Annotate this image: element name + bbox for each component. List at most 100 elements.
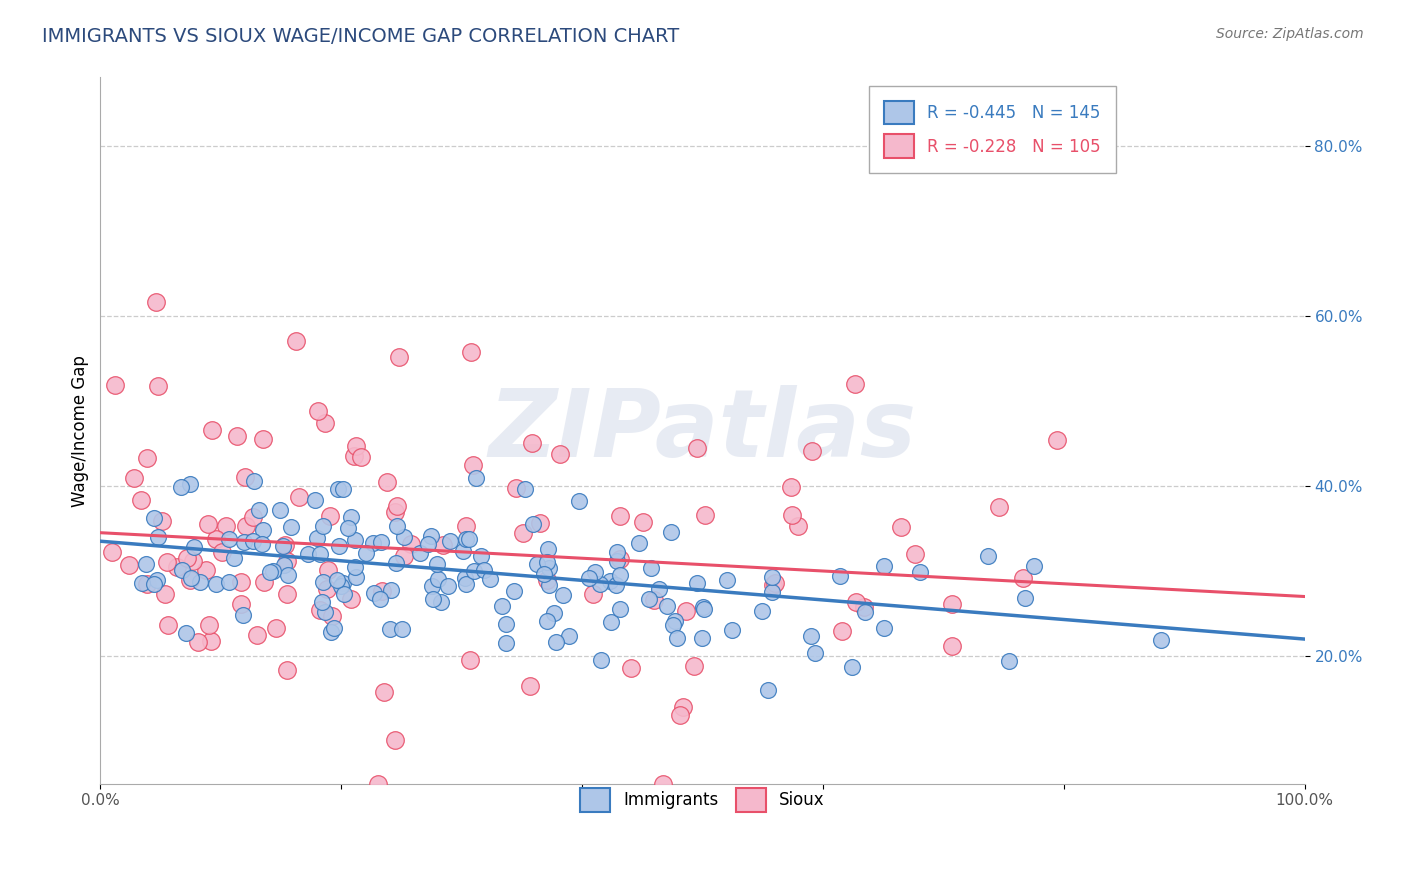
Point [495,636,517,650]
Point [280,520,302,534]
Point [578,571,600,585]
Point [276,554,298,568]
Point [420,579,443,593]
Point [998,655,1021,669]
Point [685,575,707,590]
Point [233,470,256,484]
Point [252,523,274,537]
Point [118,558,141,572]
Point [631,515,654,529]
Point [218,532,240,546]
Point [941,640,963,654]
Point [695,508,717,522]
Point [262,564,284,578]
Point [599,574,621,588]
Point [311,595,333,609]
Point [176,551,198,566]
Point [384,557,406,571]
Point [333,586,356,600]
Point [246,628,269,642]
Point [1022,558,1045,573]
Point [309,547,332,561]
Point [344,439,367,453]
Point [308,603,330,617]
Point [337,521,360,535]
Point [533,567,555,582]
Point [682,659,704,673]
Point [536,556,558,570]
Point [451,544,474,558]
Point [751,604,773,618]
Point [361,535,384,549]
Point [384,733,406,747]
Point [231,597,253,611]
Point [977,549,1000,563]
Point [391,623,413,637]
Point [716,573,738,587]
Point [609,567,631,582]
Point [304,493,326,508]
Text: IMMIGRANTS VS SIOUX WAGE/INCOME GAP CORRELATION CHART: IMMIGRANTS VS SIOUX WAGE/INCOME GAP CORR… [42,27,679,45]
Point [648,582,671,596]
Point [399,537,422,551]
Point [470,549,492,564]
Point [460,345,482,359]
Point [666,631,689,645]
Point [662,618,685,632]
Point [640,560,662,574]
Point [156,617,179,632]
Point [1012,571,1035,585]
Point [264,621,287,635]
Point [605,578,627,592]
Point [454,577,477,591]
Point [328,539,350,553]
Point [537,541,560,556]
Point [432,538,454,552]
Point [941,597,963,611]
Point [101,544,124,558]
Point [316,563,339,577]
Point [426,572,449,586]
Point [155,586,177,600]
Point [384,505,406,519]
Point [226,429,249,443]
Point [343,533,366,548]
Point [672,700,695,714]
Point [136,451,159,466]
Point [329,579,352,593]
Point [104,377,127,392]
Point [853,599,876,614]
Point [198,618,221,632]
Text: ZIPatlas: ZIPatlas [488,384,917,476]
Point [908,566,931,580]
Point [472,563,495,577]
Point [831,624,853,638]
Point [205,576,228,591]
Point [252,575,274,590]
Point [387,518,409,533]
Point [340,509,363,524]
Point [344,559,367,574]
Point [520,436,543,450]
Point [344,570,367,584]
Point [375,475,398,490]
Point [761,570,783,584]
Point [457,533,479,547]
Point [297,547,319,561]
Point [211,545,233,559]
Point [150,514,173,528]
Point [787,519,810,533]
Point [373,685,395,699]
Y-axis label: Wage/Income Gap: Wage/Income Gap [72,355,89,507]
Point [188,575,211,590]
Point [156,555,179,569]
Point [322,621,344,635]
Point [181,554,204,568]
Point [179,574,201,588]
Point [627,536,650,550]
Point [544,634,567,648]
Point [519,679,541,693]
Point [370,535,392,549]
Point [259,565,281,579]
Legend: Immigrants, Sioux: Immigrants, Sioux [567,774,838,825]
